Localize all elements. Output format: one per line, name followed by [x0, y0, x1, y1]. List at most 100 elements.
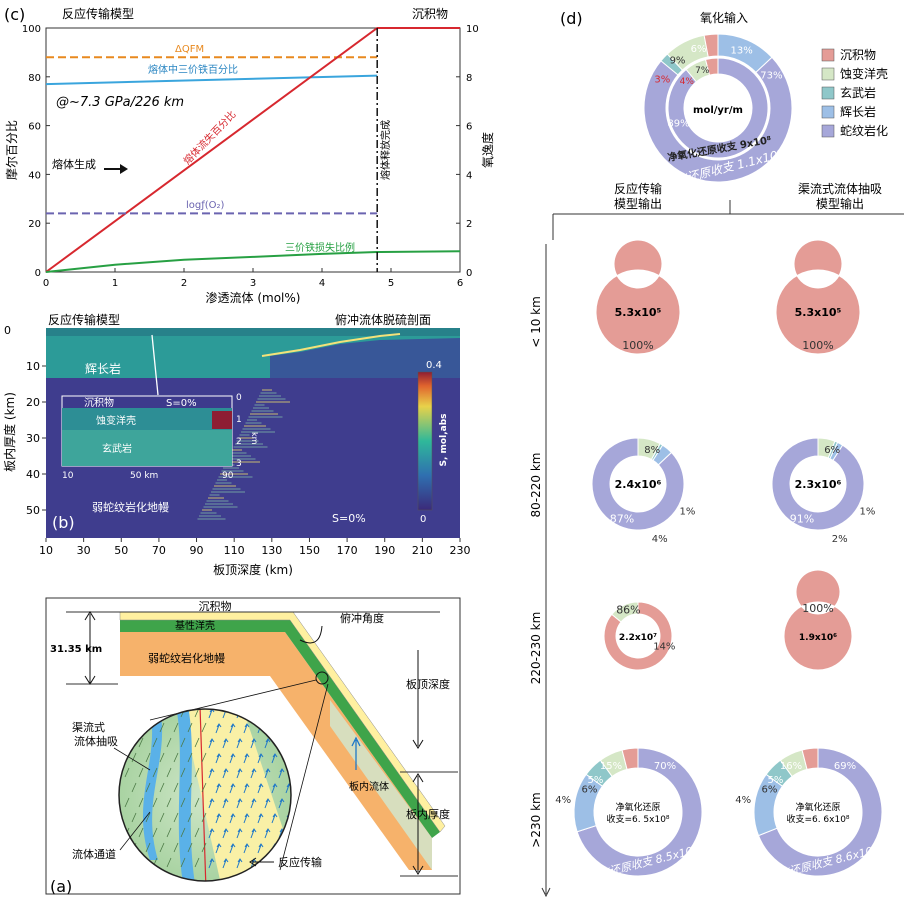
center-label-1: 净氧化还原	[795, 801, 840, 813]
x-tick-label: 90	[190, 544, 204, 557]
fluid-flow-arrow	[236, 738, 243, 749]
y-tick-label: 50	[26, 504, 40, 517]
fluid-flow-arrow	[222, 768, 229, 779]
y-tick-label-right: 6	[466, 122, 472, 133]
input-unit-label: mol/yr/m	[693, 105, 743, 116]
donut-pct-label: 5%	[588, 775, 604, 786]
inset-x-tick-0: 10	[62, 471, 74, 481]
center-value: 1.9x10⁶	[799, 633, 837, 643]
donut-pct-label: 1%	[860, 506, 876, 517]
desulfurized-zone	[270, 338, 460, 378]
fluid-flow-arrow	[278, 768, 285, 779]
donut-segment	[783, 569, 853, 671]
x-tick-label: 210	[412, 544, 433, 557]
panel-d: (d) 氧化输入 13%73%6%9%3%89%7%4%总氧化还原收支 1.1x…	[529, 9, 904, 898]
magnifier-spot	[315, 671, 329, 685]
inset-y-tick-3: 3	[236, 459, 242, 469]
legend-swatch	[821, 67, 835, 81]
ring-pct-label: 6%	[691, 44, 707, 55]
y-tick-label-right: 0	[466, 268, 472, 279]
center-label-2: 收支=6. 6x10⁸	[786, 813, 849, 825]
donut-1-left: 2.4x10⁶ 8% 87% 4% 1%	[591, 437, 696, 545]
donut-0-right: 5.3x10⁵ 100%	[775, 239, 861, 355]
inset-y-tick-1: 1	[236, 415, 242, 425]
donut-pct-label: 1%	[680, 506, 696, 517]
fluid-flow-arrow	[229, 843, 236, 854]
ring-pct-label: 73%	[760, 71, 782, 82]
x-tick-label: 110	[224, 544, 245, 557]
fluid-flow-arrow	[243, 843, 250, 854]
texture-mark	[159, 782, 165, 793]
fluid-flow-arrow	[229, 753, 236, 764]
texture-mark	[145, 842, 151, 853]
panel-b-xlabel: 板顶深度 (km)	[213, 562, 293, 577]
fluid-flow-arrow	[250, 738, 257, 749]
channel-extraction-label-1: 渠流式	[72, 720, 105, 734]
fluid-flow-arrow	[222, 858, 229, 869]
panel-b-ylabel: 板内厚度 (km)	[2, 392, 17, 472]
fluid-flow-arrow	[208, 828, 215, 839]
panel-a-label: (a)	[50, 877, 72, 896]
logfo2-label: logƒ(O₂)	[186, 200, 225, 211]
inset-sediment-label: 沉积物	[84, 396, 114, 409]
donut-0-left: 5.3x10⁵ 100%	[595, 239, 681, 355]
x-tick-label: 30	[77, 544, 91, 557]
fluid-flow-arrow	[222, 738, 229, 749]
inset-y-tick-0: 0	[236, 393, 242, 403]
texture-mark	[187, 722, 193, 733]
texture-mark	[166, 857, 172, 868]
texture-mark	[159, 752, 165, 763]
texture-mark	[201, 752, 207, 763]
texture-mark	[173, 752, 179, 763]
texture-mark	[173, 782, 179, 793]
donut-pct-label: 100%	[802, 602, 833, 615]
fluid-flow-arrow	[243, 723, 250, 734]
donut-pct-label: 4%	[555, 795, 571, 806]
legend-label: 玄武岩	[840, 85, 876, 100]
fluid-flow-arrow	[236, 858, 243, 869]
texture-mark	[173, 842, 179, 853]
donut-pct-label: 5%	[768, 775, 784, 786]
donut-segment	[591, 437, 685, 531]
texture-mark	[145, 812, 151, 823]
ring-pct-label: 13%	[730, 46, 752, 57]
panel-b: 0 反应传输模型 俯冲流体脱硫剖面 辉长岩 弱蛇纹岩化地幔 S=0% (b) 沉…	[2, 312, 471, 577]
y-tick-label-left: 40	[28, 170, 41, 181]
x-tick-label: 10	[39, 544, 53, 557]
texture-mark	[124, 767, 130, 778]
donut-2-right: 1.9x10⁶ 100%	[783, 569, 853, 671]
panel-c-sediment-label: 沉积物	[412, 7, 448, 21]
fluid-flow-arrow	[243, 813, 250, 824]
depth-label-0: < 10 km	[529, 296, 543, 348]
legend-swatch	[821, 48, 835, 62]
donut-pct-label: 6%	[582, 784, 598, 795]
texture-mark	[201, 812, 207, 823]
texture-mark	[152, 767, 158, 778]
fluid-flow-arrow	[215, 843, 222, 854]
texture-mark	[194, 737, 200, 748]
col-left-line-2: 模型输出	[614, 196, 662, 211]
donut-2-left: 2.2x10⁷ 86% 14%	[603, 601, 675, 671]
mantle-label-a: 弱蛇纹岩化地幔	[148, 651, 225, 665]
sulfur-streaks	[197, 389, 290, 520]
panel-a: 沉积物 基性洋壳 弱蛇纹岩化地幔 31.35 km 俯冲角度 板顶深度 板内厚度…	[45, 597, 461, 896]
col-right-line-1: 渠流式流体抽吸	[798, 182, 882, 196]
donut-segment	[703, 33, 719, 58]
x-tick-label: 6	[457, 278, 463, 289]
y-tick-label: 20	[26, 396, 40, 409]
fe3-in-melt-label: 熔体中三价铁百分比	[148, 63, 238, 76]
donut-pct-label: 4%	[735, 795, 751, 806]
inset-altered-crust-label: 蚀变洋壳	[96, 414, 136, 427]
panel-b-ticks: 10 30 50 70 90 110 130 150 170 190 210 230102030405…	[26, 360, 471, 557]
x-tick-label: 170	[337, 544, 358, 557]
donut-segment	[801, 747, 819, 770]
texture-mark	[145, 752, 151, 763]
donut-segment	[757, 747, 883, 877]
fluid-flow-arrow	[222, 798, 229, 809]
donut-segment	[775, 239, 861, 355]
donut-1-right: 2.3x10⁶ 6% 91% 2% 1%	[771, 437, 876, 545]
texture-mark	[180, 827, 186, 838]
inset-altered-crust	[62, 408, 232, 430]
